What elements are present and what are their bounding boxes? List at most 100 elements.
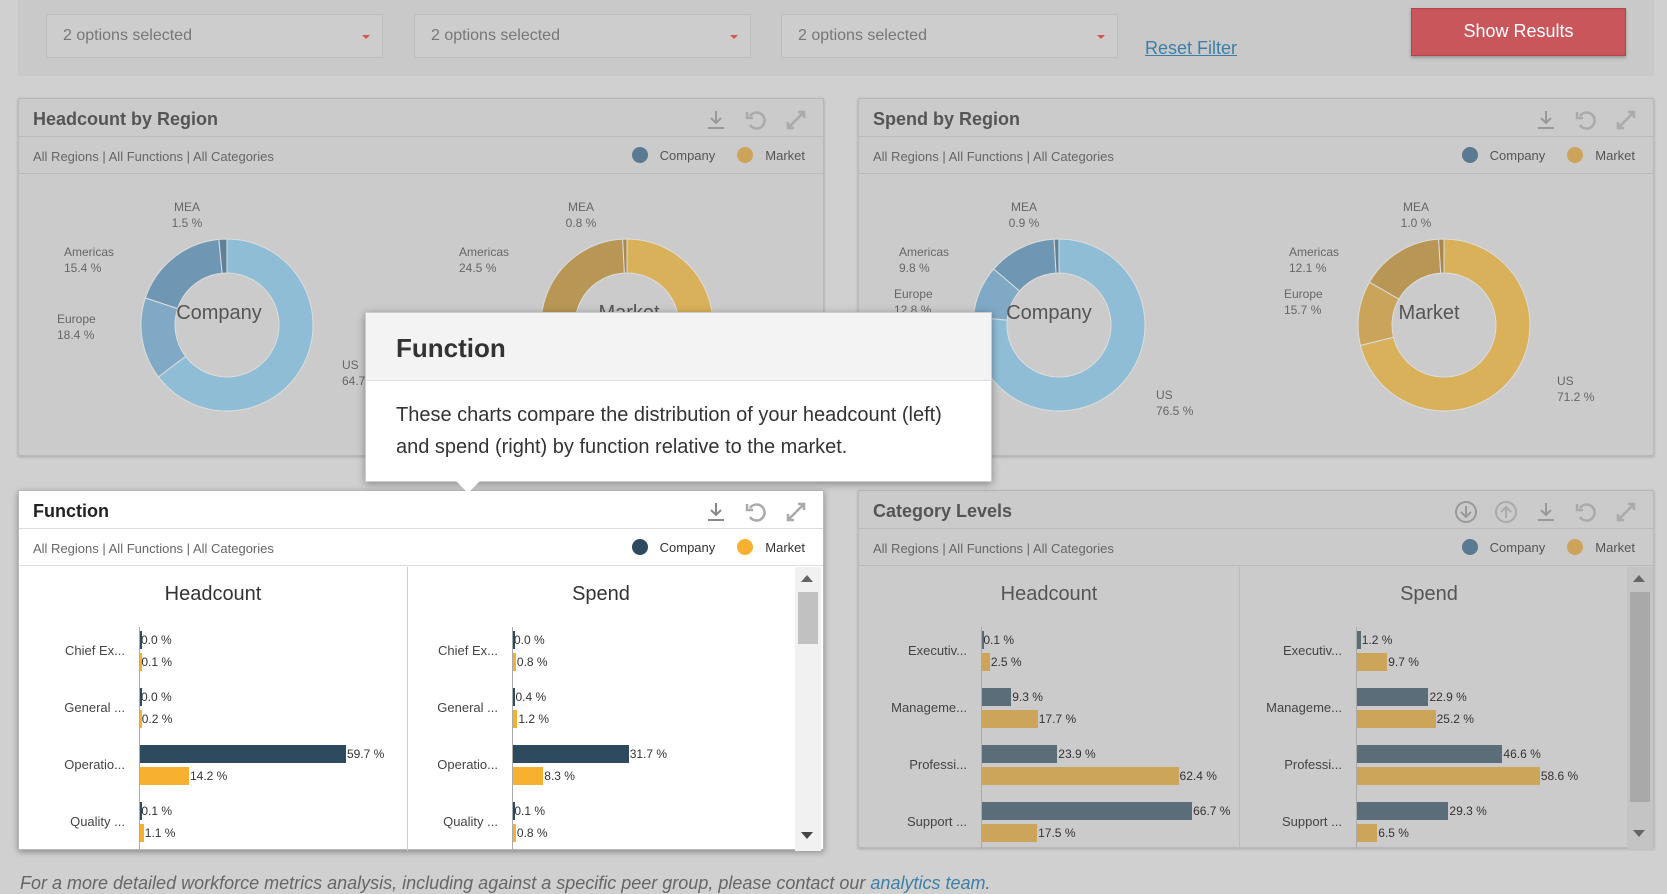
company-legend-swatch bbox=[631, 147, 648, 163]
category-filter-value: 2 options selected bbox=[798, 27, 927, 44]
scrollbar[interactable] bbox=[1627, 567, 1653, 849]
footer-text: For a more detailed workforce metrics an… bbox=[20, 873, 871, 893]
chart-legend: Company Market bbox=[1440, 147, 1635, 163]
category-label: Chief Ex... bbox=[65, 643, 125, 658]
data-label: 9.3 % bbox=[1012, 690, 1043, 704]
data-label: 0.2 % bbox=[141, 712, 173, 726]
undo-icon[interactable] bbox=[1573, 107, 1599, 133]
donut-slice bbox=[1359, 238, 1531, 412]
filter-bar: 2 options selected 2 options selected 2 … bbox=[18, 0, 1654, 76]
data-label: 17.5 % bbox=[1038, 826, 1076, 840]
drill-down-icon[interactable] bbox=[1453, 499, 1479, 525]
company-legend-swatch bbox=[1461, 147, 1478, 163]
company-legend-swatch bbox=[631, 539, 648, 555]
bar-company bbox=[513, 802, 515, 820]
reset-filter-link[interactable]: Reset Filter bbox=[1145, 38, 1238, 58]
bar-company bbox=[982, 745, 1058, 763]
bar-company bbox=[513, 745, 629, 763]
category-label: Professi... bbox=[1284, 757, 1342, 772]
data-label: 0.0 % bbox=[141, 633, 172, 647]
label-americas: Americas 12.1 % bbox=[1289, 245, 1340, 275]
chart-legend: Company Market bbox=[1440, 539, 1635, 555]
undo-icon[interactable] bbox=[1573, 499, 1599, 525]
donut-slice bbox=[144, 238, 223, 310]
breadcrumb: All Regions | All Functions | All Catego… bbox=[33, 149, 274, 164]
bar-market bbox=[140, 653, 142, 671]
scroll-thumb[interactable] bbox=[1630, 592, 1650, 802]
chart-legend: Company Market bbox=[610, 539, 805, 555]
breadcrumb: All Regions | All Functions | All Catego… bbox=[873, 541, 1114, 556]
market-legend-label: Market bbox=[765, 147, 805, 163]
bar-market bbox=[140, 767, 189, 785]
bar-axis bbox=[981, 627, 982, 849]
drill-up-icon[interactable] bbox=[1493, 499, 1519, 525]
tooltip-body: These charts compare the distribution of… bbox=[396, 404, 942, 458]
donut-center-label: Market bbox=[1398, 302, 1460, 324]
region-filter-select[interactable]: 2 options selected bbox=[46, 14, 383, 58]
data-label: 14.2 % bbox=[189, 769, 228, 783]
scroll-thumb[interactable] bbox=[798, 592, 818, 644]
scrollbar[interactable] bbox=[795, 567, 821, 851]
undo-icon[interactable] bbox=[743, 499, 769, 525]
scroll-up-icon[interactable] bbox=[1633, 575, 1645, 582]
label-europe: Europe 15.7 % bbox=[1284, 287, 1323, 317]
scroll-up-icon[interactable] bbox=[801, 575, 813, 582]
spend-region-donuts bbox=[972, 238, 1531, 412]
bar-axis bbox=[1356, 627, 1357, 849]
analytics-team-link[interactable]: analytics team bbox=[870, 873, 986, 893]
data-label: 25.2 % bbox=[1436, 712, 1474, 726]
data-label: 0.1 % bbox=[983, 633, 1014, 647]
bar-company bbox=[140, 688, 142, 706]
expand-icon[interactable] bbox=[1613, 499, 1639, 525]
scroll-down-icon[interactable] bbox=[1633, 830, 1645, 837]
function-filter-select[interactable]: 2 options selected bbox=[414, 14, 751, 58]
category-filter-select[interactable]: 2 options selected bbox=[781, 14, 1118, 58]
download-icon[interactable] bbox=[703, 499, 729, 525]
bar-market bbox=[982, 653, 990, 671]
bar-market bbox=[1357, 767, 1540, 785]
category-levels-panel: Category Levels All Regions | All Functi… bbox=[858, 490, 1654, 849]
company-legend-label: Company bbox=[1489, 539, 1546, 555]
data-label: 0.0 % bbox=[514, 633, 545, 647]
bar-company bbox=[982, 688, 1012, 706]
expand-icon[interactable] bbox=[1613, 107, 1639, 133]
download-icon[interactable] bbox=[703, 107, 729, 133]
download-icon[interactable] bbox=[1533, 107, 1559, 133]
donut-slice bbox=[218, 238, 228, 274]
label-americas: Americas 15.4 % bbox=[64, 245, 115, 275]
category-label: Operatio... bbox=[437, 757, 498, 772]
bar-company bbox=[982, 631, 984, 649]
chevron-down-icon bbox=[1097, 35, 1105, 39]
data-label: 0.1 % bbox=[514, 804, 546, 818]
category-headcount-bars: Executiv... 0.1 % 2.5 % Manageme... 9.3 % 17.… bbox=[859, 617, 1239, 849]
data-label: 29.3 % bbox=[1449, 804, 1487, 818]
data-label: 31.7 % bbox=[629, 747, 668, 761]
undo-icon[interactable] bbox=[743, 107, 769, 133]
download-icon[interactable] bbox=[1533, 499, 1559, 525]
show-results-button[interactable]: Show Results bbox=[1411, 8, 1626, 56]
category-label: General ... bbox=[64, 700, 125, 715]
label-us: US 64.7 bbox=[342, 358, 366, 388]
chevron-down-icon bbox=[362, 35, 370, 39]
expand-icon[interactable] bbox=[783, 499, 809, 525]
category-label: Support ... bbox=[1282, 814, 1342, 829]
category-label: Support ... bbox=[907, 814, 967, 829]
expand-icon[interactable] bbox=[783, 107, 809, 133]
data-label: 1.2 % bbox=[1361, 633, 1393, 647]
scroll-down-icon[interactable] bbox=[801, 832, 813, 839]
category-label: Professi... bbox=[909, 757, 967, 772]
breadcrumb: All Regions | All Functions | All Catego… bbox=[33, 541, 274, 556]
label-mea: MEA 1.5 % bbox=[171, 200, 203, 230]
panel-title: Category Levels bbox=[873, 501, 1013, 521]
label-americas: Americas 24.5 % bbox=[459, 245, 510, 275]
category-spend-bars: Executiv... 1.2 % 9.7 % Manageme... 22.9 % 25… bbox=[1239, 617, 1619, 849]
label-europe: Europe 18.4 % bbox=[57, 312, 96, 342]
data-label: 66.7 % bbox=[1193, 804, 1231, 818]
category-label: Quality ... bbox=[443, 814, 498, 829]
footer-note: For a more detailed workforce metrics an… bbox=[20, 873, 991, 894]
bar-axis bbox=[139, 627, 140, 851]
bar-company bbox=[1357, 631, 1361, 649]
label-mea: MEA 0.9 % bbox=[1008, 200, 1040, 230]
data-label: 6.5 % bbox=[1378, 826, 1409, 840]
bar-company bbox=[1357, 802, 1449, 820]
